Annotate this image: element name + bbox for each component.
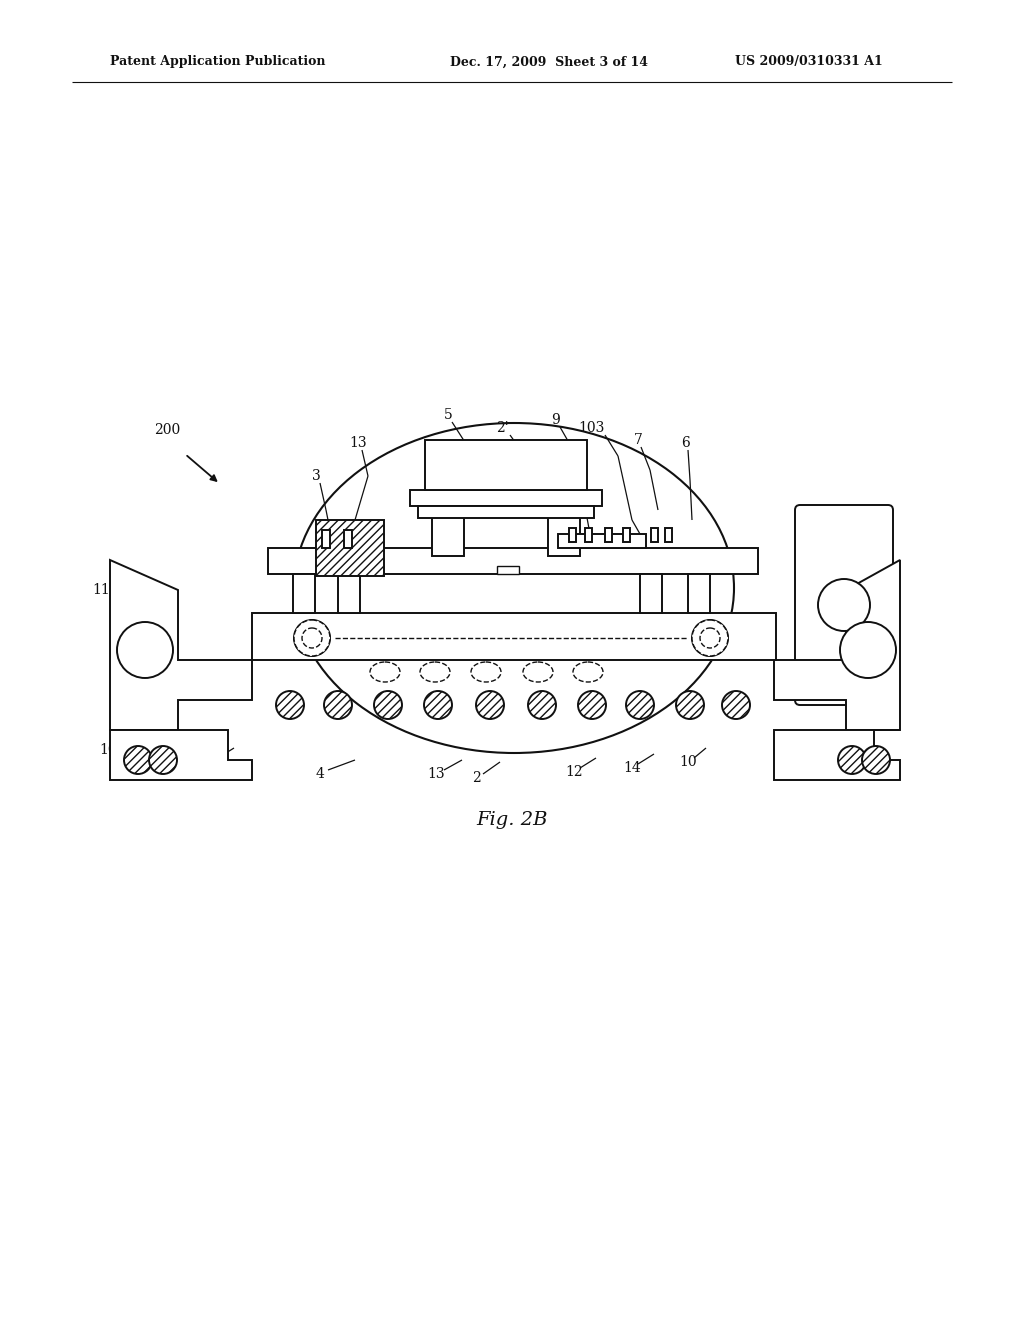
Text: 13: 13: [427, 767, 444, 781]
Ellipse shape: [420, 663, 450, 682]
Text: 8: 8: [206, 755, 214, 770]
Circle shape: [117, 622, 173, 678]
Bar: [640, 574, 662, 612]
Text: 4: 4: [315, 767, 325, 781]
Circle shape: [324, 690, 352, 719]
Circle shape: [700, 628, 720, 648]
Bar: [651, 528, 658, 543]
FancyBboxPatch shape: [795, 506, 893, 705]
Text: 103: 103: [579, 421, 605, 436]
Bar: [418, 506, 594, 517]
Ellipse shape: [573, 663, 603, 682]
Circle shape: [294, 620, 330, 656]
Bar: [623, 528, 630, 543]
Bar: [605, 528, 612, 543]
Circle shape: [838, 746, 866, 774]
Bar: [548, 510, 580, 556]
Text: 13: 13: [349, 436, 367, 450]
Text: 2': 2': [496, 421, 508, 436]
Bar: [585, 528, 592, 543]
Circle shape: [424, 690, 452, 719]
Ellipse shape: [523, 663, 553, 682]
Circle shape: [692, 620, 728, 656]
Polygon shape: [774, 560, 900, 730]
Text: 6: 6: [682, 436, 690, 450]
Bar: [688, 574, 710, 612]
Circle shape: [862, 746, 890, 774]
Circle shape: [124, 746, 152, 774]
Text: 11: 11: [92, 583, 110, 597]
Ellipse shape: [471, 663, 501, 682]
Text: US 2009/0310331 A1: US 2009/0310331 A1: [735, 55, 883, 69]
Bar: [322, 531, 330, 548]
Text: 2: 2: [472, 771, 480, 785]
Bar: [293, 574, 315, 612]
Circle shape: [722, 690, 750, 719]
Bar: [338, 574, 360, 612]
Bar: [665, 528, 672, 543]
Text: 200: 200: [154, 422, 180, 437]
Circle shape: [302, 628, 322, 648]
Circle shape: [840, 622, 896, 678]
Bar: [497, 566, 519, 574]
Bar: [432, 510, 464, 556]
Bar: [410, 490, 602, 506]
Bar: [558, 535, 646, 548]
Text: 10: 10: [679, 755, 696, 770]
Bar: [425, 440, 587, 490]
Text: 5: 5: [443, 408, 453, 422]
Circle shape: [476, 690, 504, 719]
Text: 9: 9: [551, 413, 559, 426]
Bar: [252, 612, 776, 660]
Polygon shape: [110, 560, 252, 730]
Text: Patent Application Publication: Patent Application Publication: [110, 55, 326, 69]
Text: 3: 3: [311, 469, 321, 483]
Circle shape: [304, 630, 319, 645]
Circle shape: [294, 620, 330, 656]
Circle shape: [692, 620, 728, 656]
Circle shape: [374, 690, 402, 719]
Polygon shape: [110, 730, 252, 780]
Text: Fig. 2B: Fig. 2B: [476, 810, 548, 829]
Circle shape: [702, 630, 718, 645]
Circle shape: [578, 690, 606, 719]
Circle shape: [818, 579, 870, 631]
Bar: [316, 520, 384, 576]
Ellipse shape: [294, 422, 734, 752]
Circle shape: [626, 690, 654, 719]
Circle shape: [676, 690, 705, 719]
Circle shape: [150, 746, 177, 774]
Bar: [268, 548, 758, 574]
Text: 7: 7: [634, 433, 642, 447]
Text: Dec. 17, 2009  Sheet 3 of 14: Dec. 17, 2009 Sheet 3 of 14: [450, 55, 648, 69]
Ellipse shape: [370, 663, 400, 682]
Text: 10': 10': [99, 743, 121, 756]
Bar: [344, 531, 352, 548]
Polygon shape: [774, 730, 900, 780]
Circle shape: [276, 690, 304, 719]
Circle shape: [528, 690, 556, 719]
Text: 14: 14: [624, 762, 641, 775]
Bar: [569, 528, 575, 543]
Text: 12: 12: [565, 766, 583, 779]
